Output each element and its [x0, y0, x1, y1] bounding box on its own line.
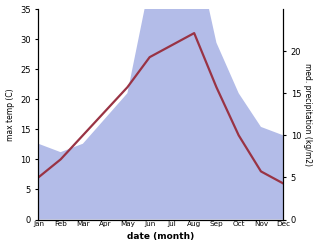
Y-axis label: med. precipitation (kg/m2): med. precipitation (kg/m2): [303, 63, 313, 166]
Y-axis label: max temp (C): max temp (C): [5, 88, 15, 141]
X-axis label: date (month): date (month): [127, 232, 194, 242]
